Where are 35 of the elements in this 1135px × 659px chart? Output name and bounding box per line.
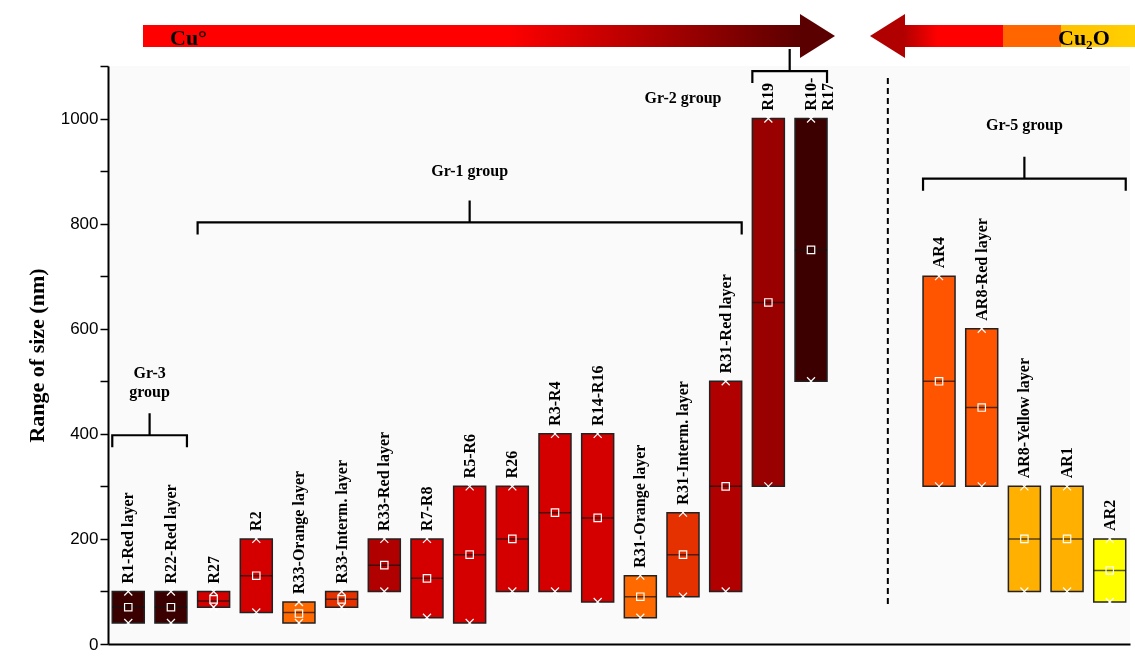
- text: Cu°: [170, 25, 207, 50]
- annotation: Gr-1 group: [431, 162, 509, 181]
- x-tick-label: R19: [759, 82, 777, 111]
- x-tick-label: AR8-Yellow layer: [1015, 357, 1034, 479]
- x-tick-label: R31-Red layer: [716, 274, 735, 374]
- x-tick-label: R2: [247, 511, 265, 531]
- y-axis-title: Range of size (nm): [23, 268, 49, 443]
- x-tick-label: R5-R6: [460, 433, 478, 479]
- x-tick-label: R33-Interm. layer: [332, 459, 351, 584]
- x-tick-label: R1-Red layer: [119, 492, 138, 584]
- y-tick-label: 800: [70, 214, 99, 234]
- y-tick-label: 600: [70, 319, 99, 339]
- x-tick-label: AR1: [1058, 447, 1076, 479]
- x-tick-label: AR8-Red layer: [972, 218, 991, 321]
- annotation: Gr-5 group: [985, 115, 1063, 134]
- x-tick-label: AR2: [1100, 499, 1118, 531]
- x-tick-label: R27: [204, 555, 222, 584]
- x-tick-label: R7-R8: [417, 486, 435, 531]
- annotation: Gr-3 group: [129, 364, 171, 402]
- text: Cu₂O: [1058, 25, 1110, 50]
- x-tick-label: R33-Orange layer: [289, 470, 308, 594]
- y-tick-label: 400: [70, 424, 99, 444]
- x-tick-label: AR4: [930, 237, 948, 269]
- x-tick-label: R22-Red layer: [161, 484, 180, 584]
- x-tick-label: R31-Orange layer: [631, 444, 650, 568]
- x-tick-label: R26: [503, 450, 521, 479]
- y-tick-label: 1000: [60, 109, 99, 129]
- x-tick-label: R3-R4: [545, 381, 563, 426]
- y-tick-label: 0: [89, 634, 99, 654]
- x-tick-label: R14-R16: [588, 365, 606, 426]
- y-tick-label: 200: [70, 529, 99, 549]
- annotation: Gr-2 group: [644, 89, 722, 108]
- x-tick-label: R33-Red layer: [375, 431, 394, 531]
- x-tick-label: R31-Interm. layer: [674, 381, 693, 505]
- x-tick-label: R10- R17: [802, 77, 837, 111]
